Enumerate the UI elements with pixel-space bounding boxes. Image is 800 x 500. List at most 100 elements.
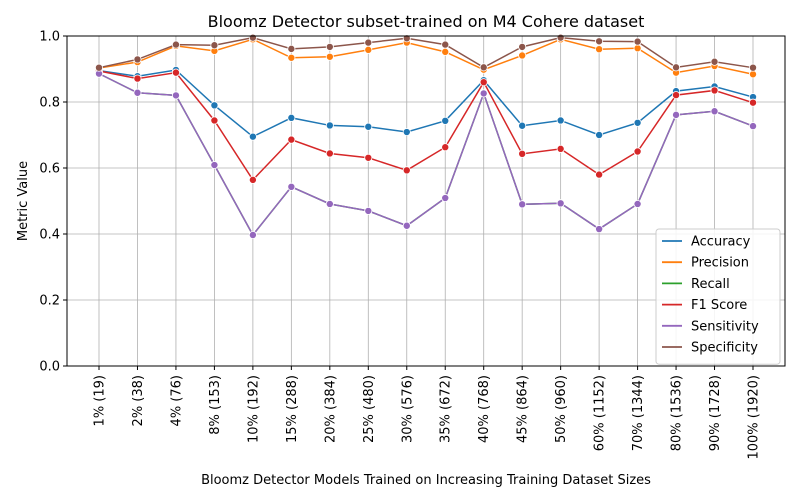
x-tick-label: 100% (1920) [747, 375, 762, 460]
series-line [98, 70, 754, 182]
data-point [518, 42, 527, 51]
legend-label: Sensitivity [691, 319, 759, 334]
data-point [287, 135, 296, 144]
x-axis-label: Bloomz Detector Models Trained on Increa… [201, 473, 651, 488]
data-point [710, 86, 719, 95]
data-point [518, 149, 527, 158]
data-point [248, 132, 257, 141]
data-point [749, 122, 758, 131]
data-point [402, 34, 411, 43]
data-point [479, 78, 488, 87]
data-point [402, 221, 411, 230]
data-point [556, 199, 565, 208]
data-point [248, 175, 257, 184]
y-tick-label: 0.4 [39, 228, 60, 243]
x-tick-label: 50% (960) [554, 375, 569, 443]
legend-item: Specificity [662, 341, 758, 356]
data-point [749, 70, 758, 79]
x-tick-label: 80% (1536) [670, 375, 685, 451]
x-tick-label: 35% (672) [439, 375, 454, 443]
y-tick-label: 0.2 [39, 294, 60, 309]
x-tick-label: 1% (19) [93, 375, 108, 426]
data-point [364, 153, 373, 162]
x-tick-label: 40% (768) [477, 375, 492, 443]
data-point [479, 89, 488, 98]
data-point [441, 40, 450, 49]
data-point [402, 166, 411, 175]
plot-frame [66, 35, 786, 367]
data-point [325, 199, 334, 208]
data-point [595, 130, 604, 139]
data-point [402, 128, 411, 137]
data-point [633, 37, 642, 46]
data-point [441, 194, 450, 203]
data-point [287, 113, 296, 122]
data-point [595, 225, 604, 234]
legend-label: Accuracy [691, 235, 751, 250]
series-f1-score [95, 66, 758, 184]
x-tick-label: 30% (576) [400, 375, 415, 443]
axes: 0.0 0.2 0.4 0.6 0.8 1.0 1% (19) 2% (38) 4% (76) 8… [39, 30, 761, 460]
data-point [210, 116, 219, 125]
legend-label: Recall [691, 277, 730, 292]
data-point [749, 63, 758, 72]
data-point [210, 101, 219, 110]
data-point [325, 42, 334, 51]
data-point [325, 149, 334, 158]
x-tick-label: 25% (480) [362, 375, 377, 443]
legend-item: F1 Score [662, 298, 747, 313]
y-tick-label: 1.0 [39, 30, 60, 45]
series-line [98, 69, 754, 138]
x-tick-label: 8% (153) [208, 375, 223, 435]
data-point [441, 47, 450, 56]
data-point [556, 33, 565, 42]
data-point [633, 147, 642, 156]
data-point [287, 44, 296, 53]
data-point [210, 41, 219, 50]
y-tick-label: 0.6 [39, 162, 60, 177]
series-sensitivity [95, 69, 758, 239]
legend-box [655, 228, 781, 365]
data-point [364, 45, 373, 54]
series-specificity [95, 33, 758, 72]
legend-item: Sensitivity [662, 319, 759, 334]
legend-item: Precision [662, 256, 749, 271]
data-point [672, 91, 681, 100]
data-point [518, 51, 527, 60]
data-point [248, 33, 257, 42]
data-point [479, 63, 488, 72]
x-tick-label: 15% (288) [285, 375, 300, 443]
data-point [287, 182, 296, 191]
data-point [441, 143, 450, 152]
legend: Accuracy Precision Recall F1 Score Sensitivi… [655, 228, 781, 365]
data-point [133, 88, 142, 97]
data-point [518, 200, 527, 209]
data-point [364, 38, 373, 47]
data-point [325, 121, 334, 130]
legend-label: Precision [691, 256, 749, 271]
x-tick-label: 10% (192) [246, 375, 261, 443]
legend-item: Recall [662, 277, 730, 292]
data-point [633, 118, 642, 127]
y-tick-label: 0.0 [39, 360, 60, 375]
data-point [441, 116, 450, 125]
data-point [710, 107, 719, 116]
series-line [98, 36, 754, 69]
data-point [633, 44, 642, 53]
series-line [98, 72, 754, 237]
series-group [95, 33, 758, 239]
x-tick-label: 4% (76) [169, 375, 184, 426]
series-line [98, 38, 754, 76]
data-point [364, 206, 373, 215]
data-point [556, 144, 565, 153]
legend-label: Specificity [691, 341, 758, 356]
data-point [325, 52, 334, 61]
x-tick-label: 90% (1728) [708, 375, 723, 451]
data-point [171, 40, 180, 49]
data-point [171, 68, 180, 77]
x-tick-label: 70% (1344) [631, 375, 646, 451]
data-point [133, 55, 142, 64]
x-tick-label: 20% (384) [323, 375, 338, 443]
legend-item: Accuracy [662, 235, 751, 250]
